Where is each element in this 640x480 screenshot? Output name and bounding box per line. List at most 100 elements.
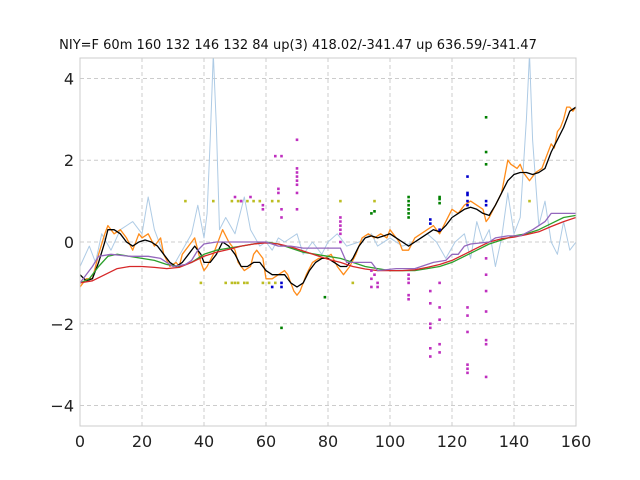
scatter-point-3 (339, 224, 342, 227)
scatter-point-0 (252, 199, 255, 203)
y-tick-label: −4 (50, 397, 74, 416)
scatter-point-3 (261, 203, 265, 207)
scatter-point-3 (370, 285, 373, 289)
scatter-point-0 (270, 199, 274, 203)
scatter-point-0 (233, 281, 237, 285)
series-layer (80, 58, 576, 296)
x-tick-label: 60 (256, 432, 276, 451)
scatter-point-3 (277, 187, 280, 191)
x-tick-label: 100 (375, 432, 406, 451)
scatter-point-3 (295, 207, 299, 211)
scatter-point-3 (370, 277, 373, 281)
scatter-point-0 (230, 199, 234, 203)
scatter-point-1 (373, 210, 376, 213)
chart-title: NIY=F 60m 160 132 146 132 84 up(3) 418.0… (59, 38, 537, 53)
scatter-point-3 (233, 195, 237, 199)
scatter-point-3 (407, 281, 410, 285)
scatter-point-3 (295, 183, 299, 187)
scatter-point-3 (484, 289, 488, 293)
scatter-point-1 (280, 326, 283, 330)
x-tick-label: 80 (318, 432, 338, 451)
plot-frame (79, 57, 577, 427)
y-tick-label: 0 (64, 233, 74, 252)
scatter-point-0 (339, 199, 342, 203)
scatter-point-0 (243, 281, 246, 285)
scatter-point-0 (267, 281, 271, 285)
scatter-point-0 (236, 199, 240, 203)
scatter-point-2 (466, 203, 469, 207)
x-tick-label: 40 (194, 432, 214, 451)
scatter-point-2 (429, 222, 432, 225)
scatter-point-0 (184, 199, 187, 203)
scatter-point-1 (370, 212, 373, 215)
scatter-point-3 (407, 293, 410, 297)
y-tick-label: 4 (64, 69, 74, 88)
scatter-point-1 (438, 197, 441, 201)
scatter-point-3 (339, 228, 342, 232)
scatter-point-3 (407, 297, 410, 301)
scatter-point-0 (199, 281, 203, 285)
scatter-point-3 (429, 302, 432, 305)
scatter-point-2 (270, 285, 274, 289)
scatter-point-3 (249, 195, 252, 199)
x-tick-label: 120 (437, 432, 468, 451)
scatter-point-3 (438, 342, 441, 346)
scatter-point-1 (484, 163, 488, 166)
scatter-point-0 (246, 281, 249, 285)
scatter-point-2 (466, 175, 469, 178)
scatter-point-1 (323, 295, 327, 299)
scatter-point-1 (407, 199, 410, 203)
scatter-point-3 (339, 240, 342, 244)
scatter-point-3 (438, 281, 441, 285)
scatter-point-2 (466, 193, 469, 197)
scatter-point-3 (261, 207, 265, 211)
x-tick-label: 20 (132, 432, 152, 451)
scatter-point-3 (277, 191, 280, 195)
scatter-point-3 (407, 277, 410, 281)
series-line-4 (80, 216, 576, 284)
scatter-point-1 (407, 207, 410, 211)
scatter-point-3 (280, 154, 283, 158)
scatter-point-3 (484, 342, 488, 346)
scatter-point-3 (339, 216, 342, 219)
scatter-point-3 (429, 322, 432, 326)
scatter-point-1 (407, 203, 410, 207)
scatter-point-3 (295, 179, 299, 182)
scatter-point-3 (239, 199, 243, 203)
scatter-point-3 (438, 351, 441, 354)
scatter-point-3 (429, 347, 432, 350)
scatter-point-3 (373, 273, 376, 277)
y-tick-label: 2 (64, 151, 74, 170)
scatter-point-0 (236, 281, 240, 285)
scatter-point-1 (484, 150, 488, 154)
scatter-layer (184, 115, 531, 379)
x-tick-label: 160 (561, 432, 592, 451)
scatter-point-3 (429, 355, 432, 358)
scatter-point-1 (438, 195, 441, 199)
scatter-point-3 (295, 138, 299, 142)
scatter-point-0 (261, 281, 265, 285)
scatter-point-0 (224, 281, 227, 285)
scatter-point-3 (295, 167, 299, 170)
scatter-point-2 (466, 199, 469, 203)
scatter-point-1 (484, 115, 488, 119)
scatter-point-3 (484, 273, 488, 277)
scatter-point-3 (484, 310, 488, 313)
series-line-3 (80, 214, 576, 284)
scatter-point-3 (466, 363, 469, 366)
scatter-point-3 (429, 289, 432, 293)
scatter-point-3 (466, 306, 469, 309)
scatter-point-3 (295, 171, 299, 174)
scatter-point-0 (277, 199, 280, 203)
scatter-point-3 (407, 273, 410, 277)
scatter-point-0 (274, 281, 277, 285)
scatter-point-3 (295, 175, 299, 178)
scatter-point-1 (407, 195, 410, 199)
scatter-point-3 (274, 154, 277, 158)
scatter-point-3 (295, 191, 299, 195)
scatter-point-3 (438, 318, 441, 321)
scatter-point-3 (466, 314, 469, 317)
scatter-point-0 (351, 281, 355, 285)
scatter-point-3 (429, 326, 432, 330)
